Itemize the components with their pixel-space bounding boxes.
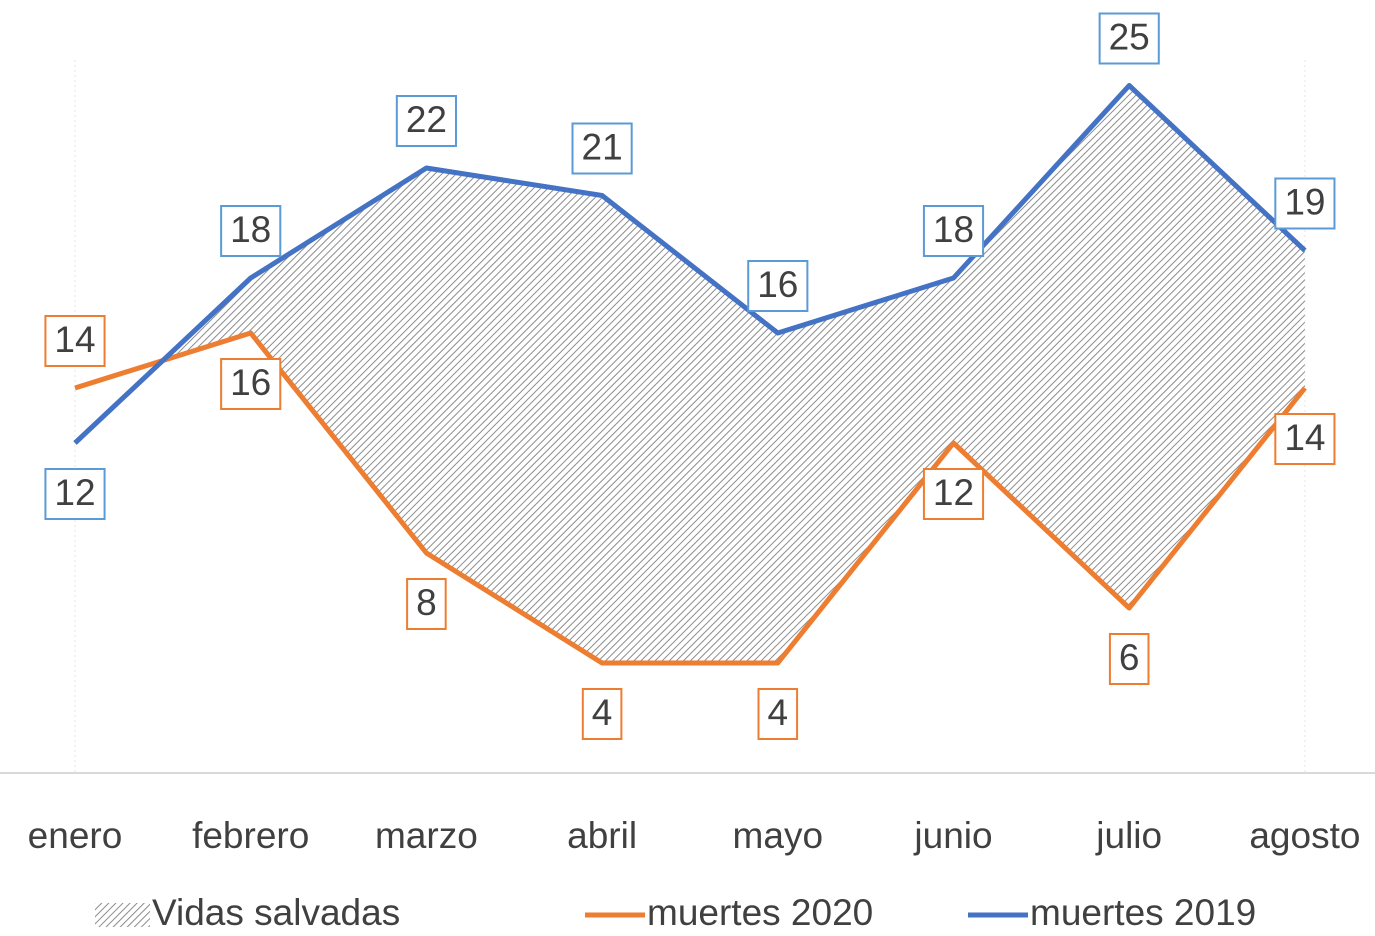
data-label-box (395, 95, 457, 147)
data-label: 16 (220, 358, 282, 410)
data-label-text: 4 (768, 692, 789, 733)
data-label-text: 25 (1109, 16, 1150, 57)
legend-label: muertes 2019 (1030, 892, 1256, 933)
data-label-box (220, 358, 282, 410)
data-label-text: 12 (54, 472, 95, 513)
data-label: 18 (220, 205, 282, 257)
data-label-box (1108, 633, 1150, 685)
x-tick-label: agosto (1249, 815, 1360, 856)
data-label-box (220, 205, 282, 257)
data-label-box (571, 122, 633, 175)
legend-swatch (95, 903, 150, 927)
data-label-box (922, 468, 985, 520)
data-label: 6 (1108, 633, 1150, 685)
data-label-box (1274, 413, 1336, 465)
data-label-text: 19 (1284, 181, 1325, 222)
x-tick-label: abril (567, 815, 637, 856)
data-label-text: 14 (54, 319, 95, 360)
data-label-box (581, 688, 623, 740)
data-label: 16 (747, 260, 809, 312)
x-tick-label: mayo (733, 815, 823, 856)
x-tick-label: julio (1095, 815, 1162, 856)
data-label: 21 (571, 122, 633, 175)
data-label: 14 (44, 315, 106, 367)
data-label-text: 18 (230, 209, 271, 250)
data-label-box (44, 315, 106, 367)
data-label-text: 4 (592, 692, 613, 733)
data-label: 22 (395, 95, 457, 147)
data-label: 12 (922, 468, 985, 520)
data-label: 25 (1098, 12, 1160, 65)
x-tick-label: junio (913, 815, 992, 856)
x-tick-label: febrero (192, 815, 309, 856)
data-label-text: 16 (230, 362, 271, 403)
data-label: 4 (757, 688, 799, 740)
data-label-text: 16 (757, 264, 798, 305)
data-label-box (922, 205, 985, 257)
x-tick-label: enero (28, 815, 123, 856)
data-label-box (44, 468, 106, 520)
x-tick-label: marzo (375, 815, 478, 856)
data-label-text: 12 (933, 472, 974, 513)
data-label: 8 (406, 578, 447, 630)
data-label-text: 6 (1119, 637, 1140, 678)
data-label-text: 8 (416, 582, 437, 623)
data-label: 12 (44, 468, 106, 520)
data-label: 19 (1274, 177, 1336, 230)
data-label: 14 (1274, 413, 1336, 465)
data-label-box (747, 260, 809, 312)
legend-label: Vidas salvadas (152, 892, 400, 933)
data-label-text: 22 (406, 99, 447, 140)
legend-label: muertes 2020 (647, 892, 873, 933)
data-label-box (406, 578, 447, 630)
data-label: 18 (922, 205, 985, 257)
data-label-box (1274, 177, 1336, 230)
area-band (162, 85, 1305, 663)
data-label-box (1098, 12, 1160, 65)
data-label-box (757, 688, 799, 740)
series-line (73, 83, 1307, 445)
data-label: 4 (581, 688, 623, 740)
data-label-text: 21 (582, 126, 623, 167)
data-label-text: 14 (1284, 417, 1325, 458)
data-label-text: 18 (933, 209, 974, 250)
